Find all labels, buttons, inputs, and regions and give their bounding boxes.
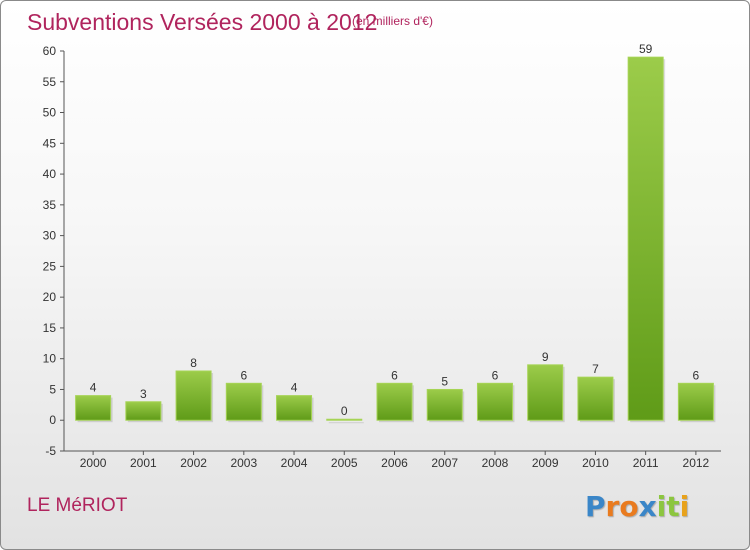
bar-value-label: 5	[441, 374, 448, 388]
logo-letter: i	[656, 490, 667, 523]
y-tick-label: 35	[43, 198, 57, 212]
bar	[75, 395, 112, 421]
x-tick-label: 2010	[582, 456, 609, 470]
x-tick-label: 2002	[180, 456, 207, 470]
x-tick-label: 2008	[482, 456, 509, 470]
x-tick-label: 2003	[230, 456, 257, 470]
logo-letter: r	[605, 490, 620, 523]
y-tick-label: 30	[43, 229, 57, 243]
bar	[577, 376, 614, 421]
bar	[225, 382, 262, 421]
bar	[276, 395, 313, 421]
y-tick-label: 55	[43, 75, 57, 89]
logo-letter: P	[585, 490, 606, 523]
y-tick-label: 20	[43, 290, 57, 304]
bar	[376, 382, 413, 421]
bar-value-label: 6	[492, 368, 499, 382]
y-tick-label: 50	[43, 106, 57, 120]
bar-value-label: 59	[639, 42, 653, 56]
y-tick-label: 5	[49, 382, 56, 396]
x-tick-label: 2012	[683, 456, 710, 470]
bar	[527, 364, 564, 421]
bar-value-label: 6	[391, 368, 398, 382]
bar	[426, 388, 463, 421]
y-tick-label: 10	[43, 352, 57, 366]
bar-value-label: 3	[140, 387, 147, 401]
x-tick-label: 2000	[80, 456, 107, 470]
chart-title: Subventions Versées 2000 à 2012	[27, 9, 378, 35]
logo-letter: o	[619, 490, 639, 523]
bar-value-label: 8	[190, 356, 197, 370]
x-tick-label: 2004	[281, 456, 308, 470]
x-tick-label: 2001	[130, 456, 157, 470]
y-tick-label: 60	[43, 44, 57, 58]
bar-value-label: 4	[291, 381, 298, 395]
bar	[476, 382, 513, 421]
bar	[627, 56, 664, 421]
bar	[326, 418, 363, 421]
bar-value-label: 0	[341, 404, 348, 418]
x-tick-label: 2006	[381, 456, 408, 470]
bar-value-label: 7	[592, 362, 599, 376]
logo-letter: x	[638, 490, 657, 523]
y-tick-label: 0	[49, 413, 56, 427]
x-tick-label: 2009	[532, 456, 559, 470]
bar	[175, 370, 212, 421]
y-tick-label: 40	[43, 167, 57, 181]
x-tick-label: 2011	[633, 456, 659, 470]
bar-value-label: 6	[240, 368, 247, 382]
bar	[125, 401, 162, 421]
proxiti-logo: Proxiti	[585, 490, 689, 523]
bar-value-label: 9	[542, 350, 549, 364]
y-tick-label: 45	[43, 136, 57, 150]
bar-value-label: 4	[90, 381, 97, 395]
logo-letter: i	[679, 490, 690, 523]
bar	[677, 382, 714, 421]
x-tick-label: 2005	[331, 456, 358, 470]
y-tick-label: -5	[45, 444, 56, 458]
x-tick-label: 2007	[431, 456, 458, 470]
commune-name: LE MéRIOT	[27, 495, 128, 516]
logo-letter: t	[666, 490, 680, 523]
bar-shadow	[328, 422, 364, 424]
bar-value-label: 6	[693, 368, 700, 382]
chart-subtitle: (en milliers d'€)	[352, 14, 433, 28]
y-tick-label: 15	[43, 321, 57, 335]
y-tick-label: 25	[43, 259, 57, 273]
